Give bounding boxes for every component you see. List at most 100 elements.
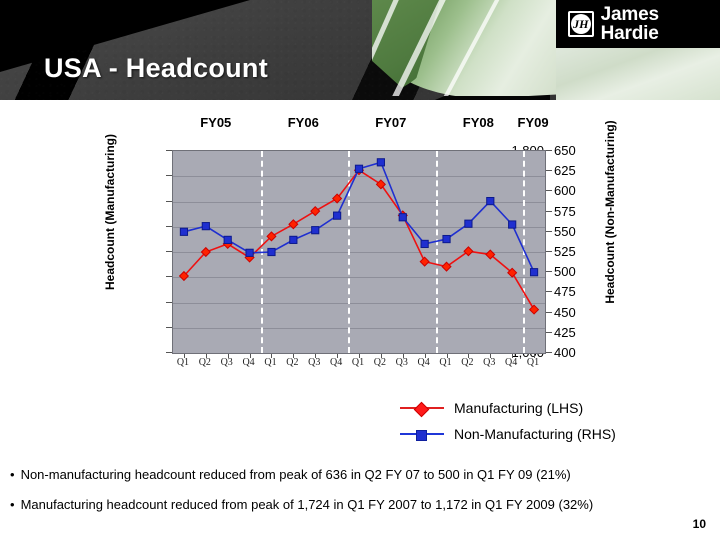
y-axis-left-tick xyxy=(166,352,172,353)
x-axis-tick-label: Q2 xyxy=(461,357,474,368)
data-point-diamond xyxy=(266,231,277,242)
y-axis-right-tick-label: 550 xyxy=(554,223,576,239)
data-point-square xyxy=(333,211,342,220)
y-axis-right-tick xyxy=(546,230,552,232)
x-axis-tick xyxy=(205,354,207,358)
x-axis-tick-label: Q4 xyxy=(329,357,343,368)
y-axis-left-tick xyxy=(166,150,172,151)
data-point-diamond xyxy=(441,261,452,272)
y-axis-right-tick xyxy=(546,190,552,192)
diamond-marker-icon xyxy=(413,401,430,418)
x-axis-tick xyxy=(446,354,448,358)
bullet-marker-icon: • xyxy=(10,497,15,512)
legend-item-manufacturing: Manufacturing (LHS) xyxy=(400,395,616,421)
page-title: USA - Headcount xyxy=(44,53,269,83)
gridline xyxy=(173,277,545,279)
james-hardie-monogram-icon: JH xyxy=(568,11,594,37)
x-axis-tick-label: Q2 xyxy=(373,357,386,368)
x-axis-tick-label: Q3 xyxy=(308,357,321,368)
data-series xyxy=(178,158,540,315)
x-axis-tick-label: Q3 xyxy=(220,357,233,368)
x-axis-tick-label: Q3 xyxy=(395,357,408,368)
data-point-diamond xyxy=(463,246,474,257)
leaf-decoration-icon xyxy=(372,0,568,96)
x-axis-tick xyxy=(380,354,382,358)
fiscal-year-label: FY09 xyxy=(517,115,549,130)
y-axis-right-tick xyxy=(546,150,552,151)
x-axis-tick xyxy=(271,354,273,358)
x-axis-tick xyxy=(512,354,514,358)
y-axis-right-tick xyxy=(546,311,552,313)
chart-legend: Manufacturing (LHS) Non-Manufacturing (R… xyxy=(400,395,616,447)
x-axis-tick xyxy=(337,354,339,358)
x-axis-tick-label: Q4 xyxy=(417,357,430,368)
x-axis-tick-label: Q4 xyxy=(505,357,518,368)
y-axis-left-tick xyxy=(166,175,172,177)
x-axis-tick-label: Q2 xyxy=(198,357,211,368)
x-axis-tick-label: Q1 xyxy=(351,357,365,368)
bullet-item: • Non-manufacturing headcount reduced fro… xyxy=(10,468,710,481)
x-axis-tick xyxy=(468,354,470,358)
plot-area xyxy=(172,150,546,358)
y-axis-right-tick-label: 475 xyxy=(554,284,576,300)
fiscal-year-label: FY07 xyxy=(375,115,407,130)
y-axis-left-tick xyxy=(166,200,172,202)
chart: Headcount (Manufacturing) Headcount (Non… xyxy=(0,100,720,460)
gridline xyxy=(173,226,545,228)
x-axis-tick-label: Q1 xyxy=(264,357,277,368)
bullet-text: Manufacturing headcount reduced from pea… xyxy=(20,497,594,512)
x-axis-tick-label: Q1 xyxy=(176,357,190,368)
gridline xyxy=(173,302,545,304)
logo-underpanel xyxy=(556,48,720,100)
data-point-square xyxy=(354,164,364,173)
legend-line-blue xyxy=(400,430,444,441)
y-axis-right-tick-label: 625 xyxy=(554,163,576,179)
data-point-diamond xyxy=(375,179,386,190)
x-axis-tick xyxy=(249,354,251,358)
y-axis-right-tick xyxy=(546,210,552,212)
gridline xyxy=(173,201,545,203)
y-axis-right-tick-label: 500 xyxy=(554,264,576,280)
data-point-square xyxy=(223,235,232,244)
x-axis-tick-label: Q2 xyxy=(286,357,299,368)
brand-logo: JH James Hardie xyxy=(556,0,720,48)
data-point-square xyxy=(289,235,298,244)
data-point-diamond xyxy=(485,249,496,260)
legend-item-non-manufacturing: Non-Manufacturing (RHS) xyxy=(400,421,616,447)
data-point-square xyxy=(442,234,451,244)
series-line-manufacturing xyxy=(183,169,535,310)
y-axis-right-title: Headcount (Non-Manufacturing) xyxy=(603,120,617,304)
legend-label: Manufacturing (LHS) xyxy=(454,400,584,416)
y-axis-left-tick xyxy=(166,301,172,303)
y-axis-right-tick-label: 650 xyxy=(554,143,576,158)
fiscal-year-label: FY06 xyxy=(287,115,319,130)
fiscal-year-separator xyxy=(348,151,351,353)
x-axis-tick xyxy=(183,354,185,358)
x-axis-tick xyxy=(424,354,426,358)
x-axis-tick-label: Q1 xyxy=(526,357,540,368)
x-axis-tick xyxy=(227,354,229,358)
bullet-list: • Non-manufacturing headcount reduced fro… xyxy=(10,468,710,528)
series-line-non-manufacturing xyxy=(183,161,535,273)
y-axis-left-tick xyxy=(166,326,172,328)
bullet-item: • Manufacturing headcount reduced from pe… xyxy=(10,498,710,511)
y-axis-left-tick xyxy=(166,225,172,227)
data-point-square xyxy=(420,239,429,249)
fiscal-year-separator xyxy=(435,151,438,353)
y-axis-right-tick xyxy=(546,352,552,353)
x-axis-tick xyxy=(534,354,536,358)
y-axis-right-tick xyxy=(546,291,552,293)
y-axis-right-tick xyxy=(546,331,552,333)
x-axis-tick xyxy=(359,354,360,358)
monogram-text: JH xyxy=(570,14,591,34)
data-point-square xyxy=(201,222,210,231)
data-point-diamond xyxy=(200,246,211,258)
y-axis-right-tick-label: 525 xyxy=(554,244,576,259)
data-point-diamond xyxy=(310,205,321,217)
y-axis-right-tick-label: 600 xyxy=(554,183,576,199)
data-point-square xyxy=(179,227,189,236)
y-axis-right-tick xyxy=(546,271,552,273)
y-axis-left-title: Headcount (Manufacturing) xyxy=(103,134,117,290)
x-axis-tick xyxy=(402,354,404,358)
page-number: 10 xyxy=(692,517,706,531)
